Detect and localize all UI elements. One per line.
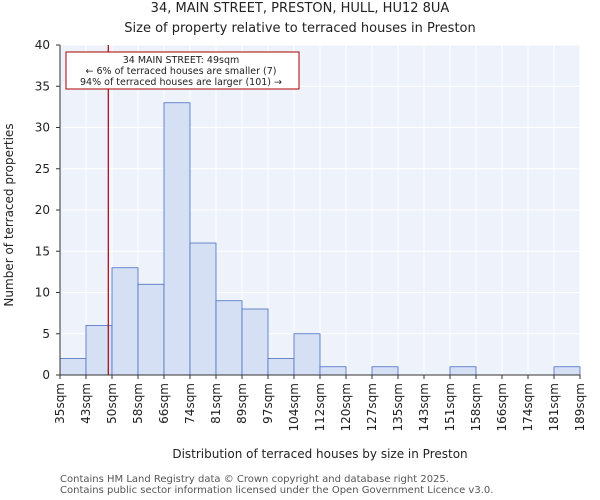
y-axis-label: Number of terraced properties	[2, 123, 16, 306]
x-tick-label: 143sqm	[417, 383, 431, 431]
x-tick-label: 66sqm	[157, 383, 171, 424]
bar	[111, 267, 139, 376]
x-tick-label: 58sqm	[131, 383, 145, 424]
bar	[215, 300, 243, 376]
bar	[449, 366, 477, 376]
y-tick-label: 0	[42, 368, 50, 382]
x-tick-label: 74sqm	[183, 383, 197, 424]
y-tick-label: 15	[35, 244, 50, 258]
annotation-line-3: 94% of terraced houses are larger (101) …	[80, 77, 282, 88]
x-tick-label: 97sqm	[261, 383, 275, 424]
x-tick-label: 104sqm	[287, 383, 301, 431]
y-tick-label: 10	[35, 286, 50, 300]
footer-line-1: Contains HM Land Registry data © Crown c…	[60, 474, 449, 485]
x-ticks: 35sqm 43sqm 50sqm 58sqm 66sqm 74sqm 81sqm 89sqm…	[53, 375, 587, 431]
bar	[241, 308, 269, 376]
bar	[267, 358, 295, 376]
y-tick-label: 25	[35, 162, 50, 176]
bar	[553, 366, 581, 376]
chart-subtitle: Size of property relative to terraced ho…	[124, 21, 476, 36]
y-tick-label: 20	[35, 203, 50, 217]
bar	[59, 358, 87, 376]
bar	[371, 366, 399, 376]
x-tick-label: 112sqm	[313, 383, 327, 431]
x-tick-label: 43sqm	[79, 383, 93, 424]
bar	[293, 333, 321, 376]
y-tick-label: 30	[35, 121, 50, 135]
x-tick-label: 181sqm	[547, 383, 561, 431]
x-tick-label: 89sqm	[235, 383, 249, 424]
chart-title: 34, MAIN STREET, PRESTON, HULL, HU12 8UA	[151, 1, 450, 16]
x-tick-label: 50sqm	[105, 383, 119, 424]
annotation-line-2: ← 6% of terraced houses are smaller (7)	[86, 66, 277, 77]
x-tick-label: 174sqm	[521, 383, 535, 431]
y-tick-label: 40	[35, 38, 50, 52]
x-tick-label: 35sqm	[53, 383, 67, 424]
y-ticks: 0 5 10 15 20 25 30 35 40	[35, 38, 60, 382]
x-tick-label: 166sqm	[495, 383, 509, 431]
x-tick-label: 120sqm	[339, 383, 353, 431]
x-tick-label: 151sqm	[443, 383, 457, 431]
bar	[189, 242, 217, 376]
annotation-box: 34 MAIN STREET: 49sqm ← 6% of terraced h…	[65, 51, 300, 90]
x-tick-label: 135sqm	[391, 383, 405, 431]
annotation-line-1: 34 MAIN STREET: 49sqm	[123, 55, 239, 66]
x-tick-label: 158sqm	[469, 383, 483, 431]
x-tick-label: 81sqm	[209, 383, 223, 424]
x-tick-label: 127sqm	[365, 383, 379, 431]
bar	[163, 102, 191, 376]
x-axis-label: Distribution of terraced houses by size …	[172, 447, 467, 461]
bar	[319, 366, 347, 376]
footer-line-2: Contains public sector information licen…	[60, 485, 494, 496]
bar	[137, 283, 165, 376]
y-tick-label: 35	[35, 79, 50, 93]
bars	[59, 102, 581, 376]
x-tick-label: 189sqm	[573, 383, 587, 431]
y-tick-label: 5	[42, 327, 50, 341]
bar	[85, 325, 113, 376]
